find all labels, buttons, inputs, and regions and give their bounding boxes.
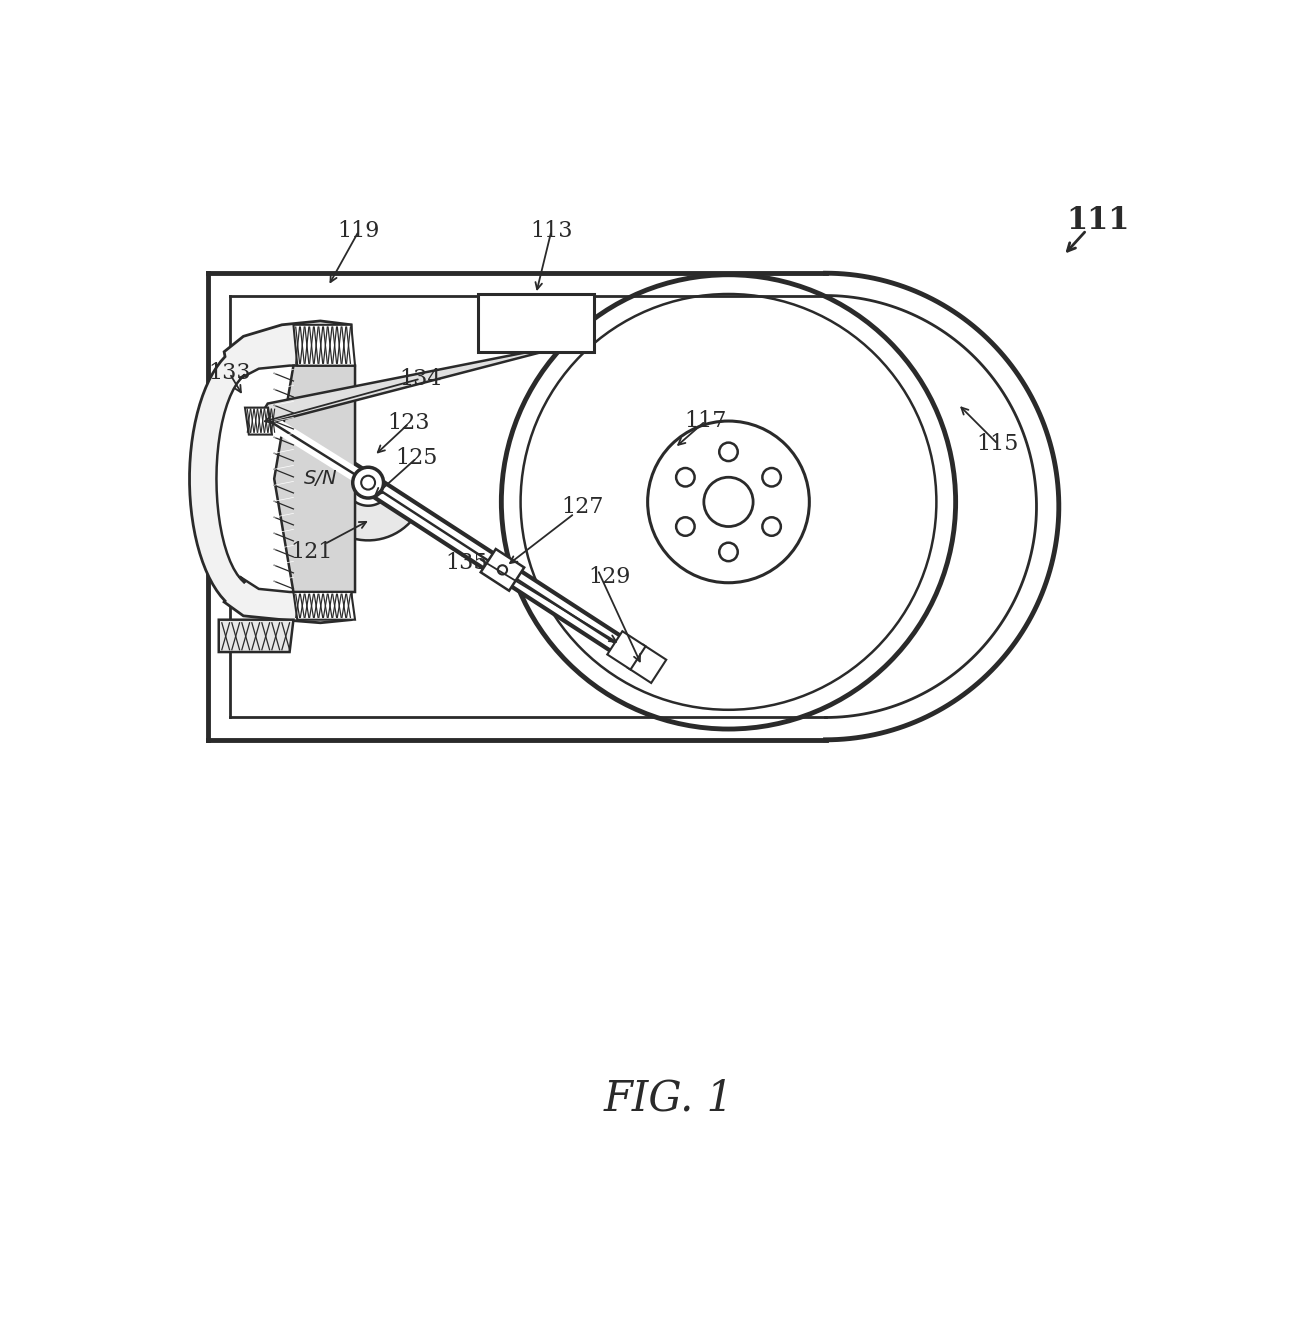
Polygon shape <box>294 592 355 620</box>
Circle shape <box>497 565 508 575</box>
Circle shape <box>361 475 375 490</box>
Text: 115: 115 <box>977 433 1019 455</box>
Polygon shape <box>628 645 667 683</box>
Text: 123: 123 <box>388 413 431 434</box>
Polygon shape <box>294 325 355 366</box>
Text: 133: 133 <box>209 362 251 385</box>
Polygon shape <box>245 407 271 434</box>
Text: 111: 111 <box>1066 206 1130 236</box>
Text: FIG. 1: FIG. 1 <box>603 1078 733 1120</box>
Text: 113: 113 <box>530 220 573 242</box>
Polygon shape <box>189 321 351 622</box>
Text: 134: 134 <box>399 368 441 390</box>
Text: 117: 117 <box>684 410 727 433</box>
Polygon shape <box>253 352 543 427</box>
Polygon shape <box>217 366 321 592</box>
Polygon shape <box>607 632 646 670</box>
Text: 119: 119 <box>338 220 380 242</box>
Bar <box>478 295 594 352</box>
Polygon shape <box>311 453 416 540</box>
Polygon shape <box>274 366 355 592</box>
Text: 135: 135 <box>445 552 488 575</box>
Text: 127: 127 <box>561 496 603 519</box>
Circle shape <box>352 467 384 498</box>
Text: 129: 129 <box>589 567 630 588</box>
Text: 125: 125 <box>395 447 437 468</box>
Polygon shape <box>219 620 294 652</box>
Polygon shape <box>480 549 525 591</box>
Text: 121: 121 <box>290 541 333 563</box>
Text: S/N: S/N <box>304 470 337 488</box>
